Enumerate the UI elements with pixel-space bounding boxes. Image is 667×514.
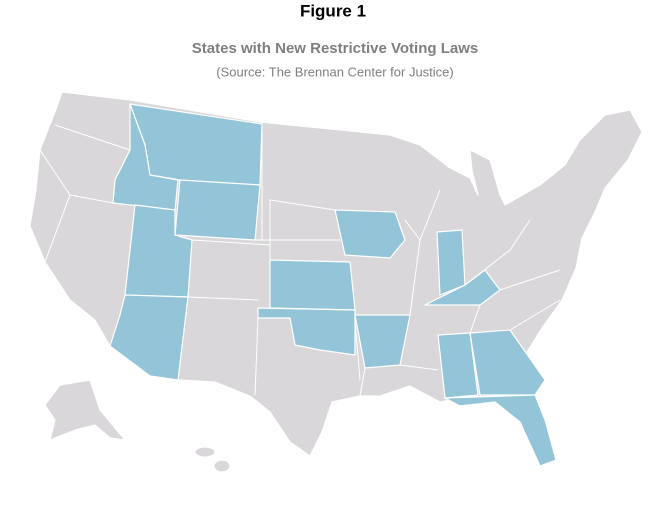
state-highlighted	[334, 209, 406, 259]
map-subtitle: (Source: The Brennan Center for Justice)	[216, 64, 454, 79]
state-highlighted	[354, 314, 411, 369]
state-highlighted	[424, 269, 501, 306]
us-map	[29, 91, 643, 473]
figure-label: Figure 1	[300, 1, 366, 20]
state-highlighted	[436, 229, 466, 296]
state-highlighted	[437, 332, 479, 399]
alaska	[44, 379, 126, 441]
state-highlighted	[109, 294, 189, 381]
state-highlighted	[174, 179, 261, 241]
state-highlighted	[269, 259, 356, 311]
hawaii	[213, 459, 231, 473]
map-title: States with New Restrictive Voting Laws	[192, 40, 478, 57]
hawaii	[194, 446, 216, 458]
state-highlighted	[469, 329, 546, 396]
state-highlighted	[444, 394, 557, 467]
